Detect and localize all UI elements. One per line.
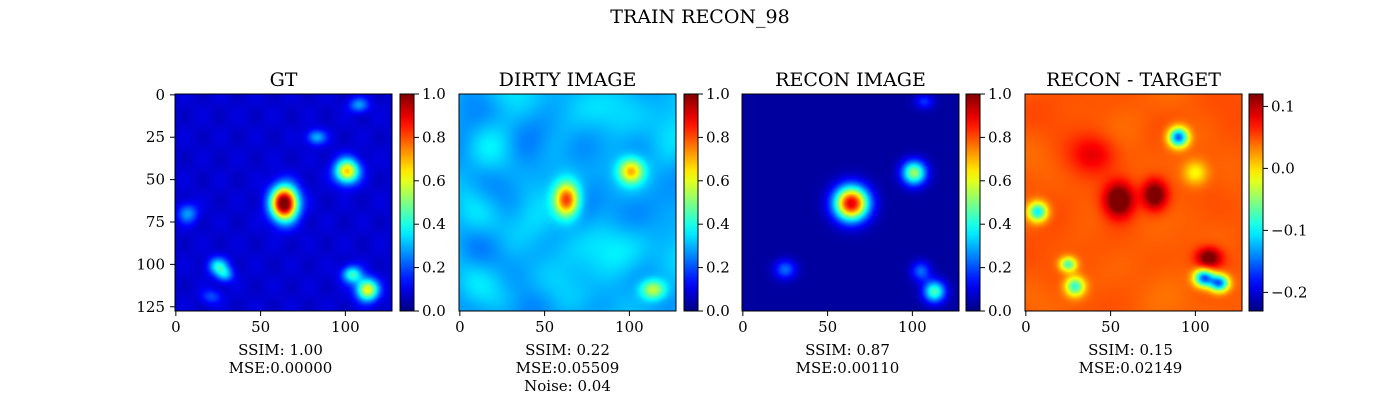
colorbar-tick-label: 1.0 [422, 85, 446, 103]
panel-title: RECON IMAGE [775, 69, 926, 91]
x-tick-label: 0 [455, 318, 465, 336]
metric-caption: SSIM: 0.87 [805, 341, 890, 359]
x-tick-label: 100 [1181, 318, 1210, 336]
y-tick-label: 0 [155, 86, 165, 104]
colorbar-tick-label: 0.8 [706, 128, 730, 146]
colorbar-tick-label: 0.6 [422, 172, 446, 190]
panel-1: GT 0 50 100 0 25 50 75 100 125 0.0 0.2 0.4 0.6 0.8 1.0 S… [136, 69, 446, 377]
metric-caption: MSE:0.00110 [796, 359, 900, 377]
colorbar [399, 93, 415, 312]
heatmap-image [175, 94, 392, 311]
x-tick-label: 0 [1021, 318, 1031, 336]
figure-suptitle: TRAIN RECON_98 [610, 6, 789, 28]
panel-2: DIRTY IMAGE 0 50 100 0.0 0.2 0.4 0.6 0.8 1.0 SSIM:… [455, 69, 730, 395]
y-tick-label: 125 [136, 298, 165, 316]
x-tick-label: 100 [898, 318, 927, 336]
colorbar-tick-label: 0.2 [422, 259, 446, 277]
panel-3: RECON IMAGE 0 50 100 0.0 0.2 0.4 0.6 0.8 1.0 SSIM:… [738, 69, 1012, 377]
colorbar-tick-label: 1.0 [988, 85, 1012, 103]
colorbar-tick-label: 0.1 [1271, 97, 1295, 115]
colorbar-tick-label: −0.2 [1271, 283, 1307, 301]
metric-caption: SSIM: 1.00 [238, 341, 323, 359]
axes-frame [458, 93, 677, 312]
x-tick-label: 100 [331, 318, 360, 336]
colorbar [965, 93, 981, 312]
colorbar-tick-label: 0.0 [706, 302, 730, 320]
panel-title: RECON - TARGET [1046, 69, 1221, 91]
metric-caption: SSIM: 0.22 [525, 341, 610, 359]
x-tick-label: 50 [818, 318, 837, 336]
axes-frame [1024, 93, 1243, 312]
colorbar-tick-label: 0.6 [706, 172, 730, 190]
x-tick-label: 50 [1101, 318, 1120, 336]
x-tick-label: 50 [251, 318, 270, 336]
panel-4: RECON - TARGET 0 50 100 −0.2 −0.1 0.0 0.1 SSIM: … [1021, 69, 1307, 377]
colorbar-tick-label: 0.6 [988, 172, 1012, 190]
colorbar-tick-label: 0.8 [422, 128, 446, 146]
colorbar [683, 93, 699, 312]
metric-caption: MSE:0.02149 [1079, 359, 1183, 377]
y-tick-label: 75 [146, 213, 165, 231]
heatmap-image [1025, 94, 1242, 311]
colorbar-tick-label: −0.1 [1271, 221, 1307, 239]
metric-caption: SSIM: 0.15 [1088, 341, 1173, 359]
metric-caption: MSE:0.00000 [229, 359, 333, 377]
colorbar-tick-label: 0.8 [988, 128, 1012, 146]
x-tick-label: 0 [738, 318, 748, 336]
y-tick-label: 25 [146, 128, 165, 146]
metric-caption: Noise: 0.04 [524, 377, 611, 395]
colorbar-tick-label: 0.0 [988, 302, 1012, 320]
y-tick-label: 100 [136, 255, 165, 273]
colorbar-tick-label: 0.4 [988, 215, 1012, 233]
colorbar [1248, 93, 1264, 312]
colorbar-tick-label: 0.4 [422, 215, 446, 233]
axes-frame [741, 93, 960, 312]
colorbar-tick-label: 0.0 [422, 302, 446, 320]
y-tick-label: 50 [146, 171, 165, 189]
heatmap-image [742, 94, 959, 311]
colorbar-tick-label: 0.2 [988, 259, 1012, 277]
colorbar-tick-label: 0.0 [1271, 159, 1295, 177]
colorbar-tick-label: 0.4 [706, 215, 730, 233]
colorbar-tick-label: 0.2 [706, 259, 730, 277]
panel-title: GT [270, 69, 298, 91]
x-tick-label: 50 [535, 318, 554, 336]
metric-caption: MSE:0.05509 [516, 359, 620, 377]
x-tick-label: 0 [171, 318, 181, 336]
axes-frame [174, 93, 393, 312]
panel-title: DIRTY IMAGE [499, 69, 637, 91]
x-tick-label: 100 [615, 318, 644, 336]
colorbar-tick-label: 1.0 [706, 85, 730, 103]
heatmap-image [459, 94, 676, 311]
